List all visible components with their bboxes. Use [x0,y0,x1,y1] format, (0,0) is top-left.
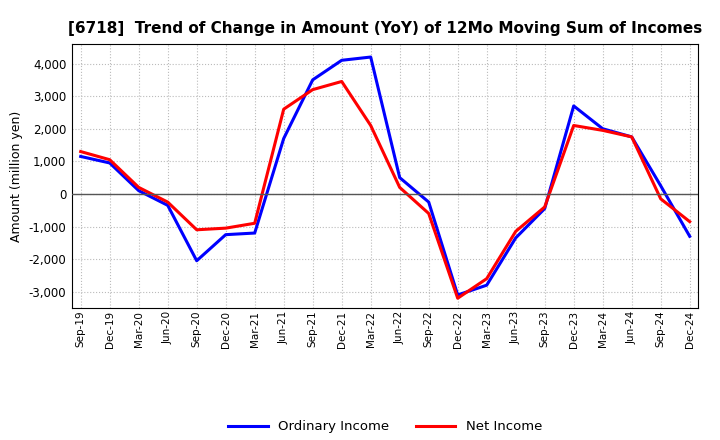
Ordinary Income [135,188,143,193]
Net Income [424,211,433,216]
Ordinary Income [598,126,607,132]
Net Income [366,123,375,128]
Ordinary Income [541,206,549,211]
Net Income [251,220,259,226]
Net Income [395,185,404,190]
Ordinary Income [685,234,694,239]
Ordinary Income [482,282,491,288]
Ordinary Income [279,136,288,141]
Net Income [685,219,694,224]
Y-axis label: Amount (million yen): Amount (million yen) [10,110,23,242]
Ordinary Income [511,235,520,241]
Ordinary Income [221,232,230,237]
Legend: Ordinary Income, Net Income: Ordinary Income, Net Income [222,415,548,439]
Ordinary Income [627,134,636,139]
Net Income [338,79,346,84]
Net Income [657,196,665,202]
Net Income [163,199,172,205]
Net Income [570,123,578,128]
Net Income [135,185,143,190]
Net Income [454,296,462,301]
Ordinary Income [395,175,404,180]
Net Income [192,227,201,232]
Net Income [279,106,288,112]
Ordinary Income [657,183,665,188]
Net Income [482,276,491,281]
Net Income [221,226,230,231]
Ordinary Income [424,199,433,205]
Net Income [308,87,317,92]
Ordinary Income [366,55,375,60]
Ordinary Income [192,258,201,264]
Ordinary Income [76,154,85,159]
Ordinary Income [163,203,172,208]
Ordinary Income [570,103,578,109]
Net Income [627,134,636,139]
Ordinary Income [251,231,259,236]
Line: Net Income: Net Income [81,81,690,298]
Net Income [76,149,85,154]
Ordinary Income [105,160,114,165]
Net Income [511,229,520,234]
Line: Ordinary Income: Ordinary Income [81,57,690,295]
Title: [6718]  Trend of Change in Amount (YoY) of 12Mo Moving Sum of Incomes: [6718] Trend of Change in Amount (YoY) o… [68,21,702,36]
Ordinary Income [308,77,317,82]
Ordinary Income [338,58,346,63]
Net Income [598,128,607,133]
Ordinary Income [454,292,462,297]
Net Income [541,204,549,209]
Net Income [105,157,114,162]
